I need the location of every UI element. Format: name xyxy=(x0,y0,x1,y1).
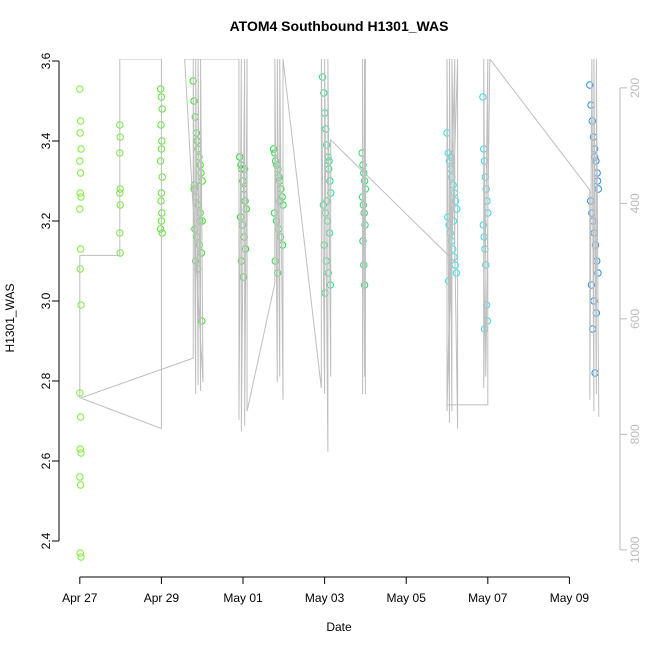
point xyxy=(76,129,84,137)
y-tick-label: 3.6 xyxy=(39,52,53,69)
x-tick-label: May 03 xyxy=(305,591,345,605)
point xyxy=(586,81,594,89)
point xyxy=(320,89,328,97)
x-tick-label: Apr 27 xyxy=(62,591,98,605)
point xyxy=(193,137,202,145)
point xyxy=(76,481,85,489)
point xyxy=(158,105,166,113)
point xyxy=(318,73,327,81)
point xyxy=(591,369,599,377)
y-tick-label: 2.8 xyxy=(39,372,53,389)
y2-tick-label: 800 xyxy=(628,424,642,444)
y-axis-label: H1301_WAS xyxy=(3,284,17,353)
x-tick-label: May 09 xyxy=(550,591,590,605)
y-tick-label: 2.4 xyxy=(39,532,53,549)
point xyxy=(158,173,166,181)
point xyxy=(76,157,84,165)
point xyxy=(156,85,165,93)
x-tick-label: May 01 xyxy=(223,591,263,605)
point xyxy=(76,245,85,253)
point xyxy=(587,281,596,289)
point xyxy=(278,193,286,201)
point xyxy=(587,101,595,109)
point xyxy=(156,225,165,233)
chart-title: ATOM4 Southbound H1301_WAS xyxy=(230,18,449,34)
point xyxy=(479,93,487,101)
point xyxy=(76,205,84,213)
point xyxy=(198,177,206,185)
plot-area xyxy=(76,59,603,561)
point xyxy=(156,157,165,165)
point xyxy=(236,153,244,161)
x-tick-label: May 05 xyxy=(387,591,427,605)
y-tick-label: 3.0 xyxy=(39,292,53,309)
y2-tick-label: 1000 xyxy=(628,536,642,563)
point xyxy=(158,229,166,237)
y2-tick-label: 600 xyxy=(628,309,642,329)
point xyxy=(453,205,461,213)
y2-tick-label: 200 xyxy=(628,78,642,98)
x-axis-label: Date xyxy=(326,620,352,634)
point xyxy=(326,177,334,185)
point xyxy=(449,181,457,189)
point xyxy=(319,201,328,209)
y-tick-label: 3.2 xyxy=(39,212,53,229)
point xyxy=(77,193,85,201)
point xyxy=(76,189,84,197)
point xyxy=(76,445,84,453)
point xyxy=(76,549,84,557)
point xyxy=(76,413,85,421)
point xyxy=(76,473,84,481)
x-tick-label: May 07 xyxy=(468,591,508,605)
line xyxy=(362,59,366,394)
point xyxy=(77,145,85,153)
y2-tick-label: 400 xyxy=(628,193,642,213)
y-tick-label: 2.6 xyxy=(39,452,53,469)
point xyxy=(77,553,85,561)
x-tick-label: Apr 29 xyxy=(144,591,180,605)
point xyxy=(76,169,85,177)
point xyxy=(322,141,331,149)
point xyxy=(77,301,85,309)
point xyxy=(77,449,85,457)
point xyxy=(76,85,84,93)
point xyxy=(452,269,461,277)
line xyxy=(79,59,600,452)
point xyxy=(76,117,85,125)
point xyxy=(322,125,330,133)
y-tick-label: 3.4 xyxy=(39,132,53,149)
